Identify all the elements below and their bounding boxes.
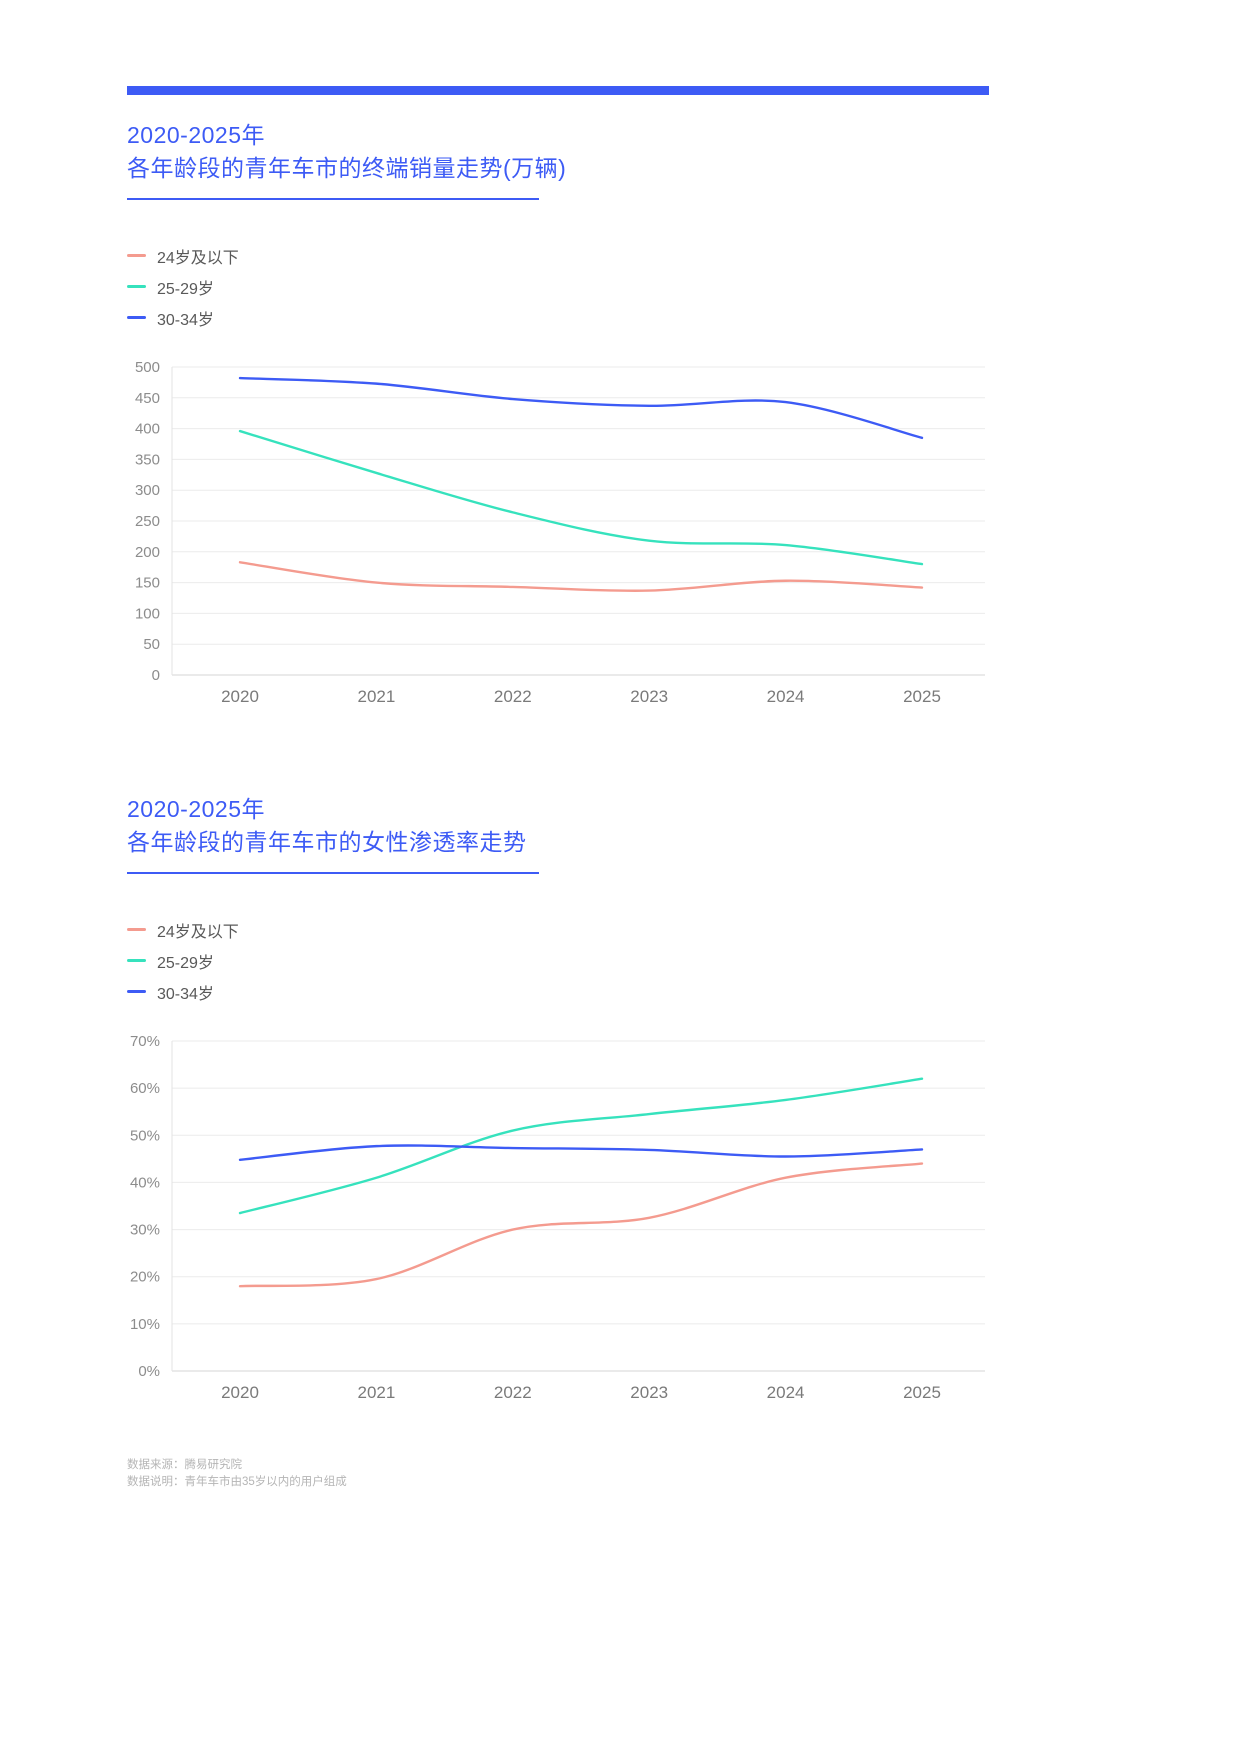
female-penetration-chart: 0% 10% 20% 30% 40% 50% 60% 70% 2020 2021 2022 2023 2… xyxy=(130,1033,985,1402)
legend-item: 30-34岁 xyxy=(127,302,989,333)
y-tick-label: 0 xyxy=(152,667,160,684)
series-line xyxy=(238,1144,924,1161)
y-tick-label: 20% xyxy=(130,1269,160,1286)
legend-item: 25-29岁 xyxy=(127,945,989,976)
x-tick-label: 2020 xyxy=(221,1383,259,1402)
legend-item: 30-34岁 xyxy=(127,976,989,1007)
legend-dash-icon xyxy=(127,254,146,257)
chart-subtitle: 各年龄段的青年车市的终端销量走势(万辆) xyxy=(127,155,567,181)
y-tick-label: 40% xyxy=(130,1174,160,1191)
title-underline xyxy=(127,872,539,874)
legend: 24岁及以下 25-29岁 30-34岁 xyxy=(127,240,989,333)
sales-trend-chart: 0 50 100 150 200 250 300 350 400 450 500 2020 2021 20… xyxy=(135,359,985,706)
y-tick-label: 10% xyxy=(130,1316,160,1333)
x-tick-label: 2022 xyxy=(494,687,532,706)
data-description-note: 数据说明：青年车市由35岁以内的用户组成 xyxy=(127,1476,347,1488)
y-tick-label: 50 xyxy=(143,636,160,653)
legend-label: 25-29岁 xyxy=(157,280,214,298)
page-footer: 数据来源：腾易研究院 数据说明：青年车市由35岁以内的用户组成 xyxy=(127,1457,1247,1491)
page-content: 2020-2025年 各年龄段的青年车市的终端销量走势(万辆) 24岁及以下 25… xyxy=(127,86,989,1409)
x-tick-label: 2025 xyxy=(903,1383,941,1402)
legend-item: 24岁及以下 xyxy=(127,240,989,271)
top-accent-bar xyxy=(127,86,989,95)
legend-dash-icon xyxy=(127,990,146,993)
x-tick-label: 2021 xyxy=(357,687,395,706)
legend-item: 25-29岁 xyxy=(127,271,989,302)
legend-dash-icon xyxy=(127,928,146,931)
legend-item: 24岁及以下 xyxy=(127,914,989,945)
series-line xyxy=(238,429,924,566)
female-penetration-section: 2020-2025年 各年龄段的青年车市的女性渗透率走势 24岁及以下 25-29… xyxy=(127,793,989,1409)
y-tick-label: 50% xyxy=(130,1127,160,1144)
y-tick-label: 150 xyxy=(135,575,160,592)
y-tick-label: 30% xyxy=(130,1222,160,1239)
chart-title-year: 2020-2025年 xyxy=(127,796,265,822)
legend-label: 30-34岁 xyxy=(157,311,214,329)
legend-dash-icon xyxy=(127,316,146,319)
x-tick-label: 2021 xyxy=(357,1383,395,1402)
legend-label: 24岁及以下 xyxy=(157,923,239,941)
x-tick-label: 2022 xyxy=(494,1383,532,1402)
x-tick-label: 2023 xyxy=(630,1383,668,1402)
y-tick-label: 60% xyxy=(130,1080,160,1097)
x-tick-label: 2025 xyxy=(903,687,941,706)
legend-label: 24岁及以下 xyxy=(157,249,239,267)
x-tick-label: 2024 xyxy=(767,687,805,706)
legend-label: 25-29岁 xyxy=(157,954,214,972)
y-tick-label: 400 xyxy=(135,421,160,438)
series-line xyxy=(238,1077,924,1215)
chart-title-block: 2020-2025年 各年龄段的青年车市的终端销量走势(万辆) xyxy=(127,119,989,185)
data-source-note: 数据来源：腾易研究院 xyxy=(127,1459,242,1471)
x-tick-label: 2020 xyxy=(221,687,259,706)
sales-trend-section: 2020-2025年 各年龄段的青年车市的终端销量走势(万辆) 24岁及以下 25… xyxy=(127,119,989,713)
series-line xyxy=(238,1162,924,1288)
legend-label: 30-34岁 xyxy=(157,985,214,1003)
y-tick-label: 250 xyxy=(135,513,160,530)
y-tick-label: 300 xyxy=(135,482,160,499)
legend: 24岁及以下 25-29岁 30-34岁 xyxy=(127,914,989,1007)
chart-title-block: 2020-2025年 各年龄段的青年车市的女性渗透率走势 xyxy=(127,793,989,859)
y-tick-label: 0% xyxy=(138,1363,160,1380)
legend-dash-icon xyxy=(127,285,146,288)
legend-dash-icon xyxy=(127,959,146,962)
x-tick-label: 2023 xyxy=(630,687,668,706)
y-tick-label: 500 xyxy=(135,359,160,376)
chart-subtitle: 各年龄段的青年车市的女性渗透率走势 xyxy=(127,829,527,855)
y-tick-label: 200 xyxy=(135,544,160,561)
chart-title-year: 2020-2025年 xyxy=(127,122,265,148)
y-tick-label: 100 xyxy=(135,605,160,622)
y-tick-label: 70% xyxy=(130,1033,160,1050)
series-line xyxy=(238,376,924,440)
title-underline xyxy=(127,198,539,200)
x-tick-label: 2024 xyxy=(767,1383,805,1402)
y-tick-label: 450 xyxy=(135,390,160,407)
series-line xyxy=(238,561,924,592)
y-tick-label: 350 xyxy=(135,451,160,468)
